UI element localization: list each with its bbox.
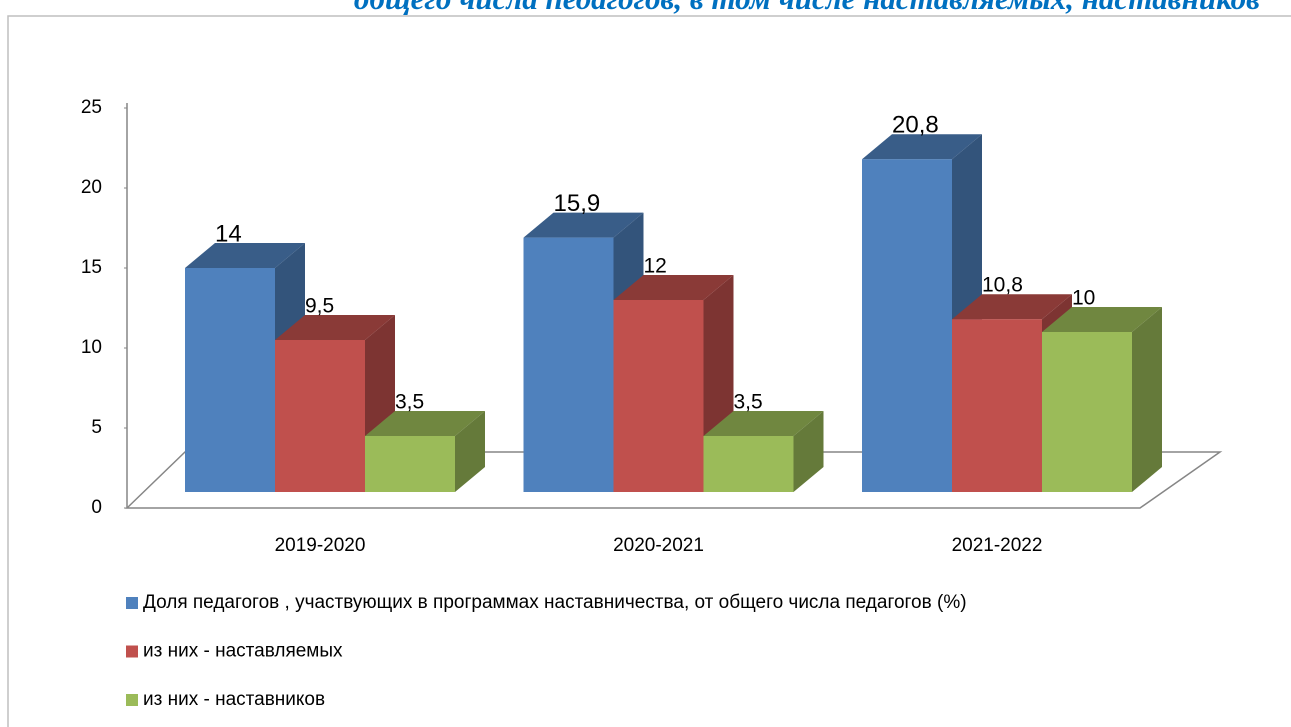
data-label: 10,8 — [982, 274, 1023, 297]
bar — [1042, 332, 1132, 492]
bar — [365, 436, 455, 492]
y-tick-label: 15 — [81, 257, 102, 278]
legend-label: Доля педагогов , участвующих в программа… — [143, 592, 967, 613]
data-label: 10 — [1072, 287, 1095, 310]
legend-swatch — [126, 597, 138, 609]
chart-title: общего числа педагогов, в том числе наст… — [354, 0, 1260, 16]
data-label: 3,5 — [734, 391, 763, 414]
data-label: 9,5 — [305, 295, 334, 318]
bar-top — [275, 315, 395, 340]
legend-label: из них - наставников — [143, 689, 325, 710]
data-label: 15,9 — [554, 190, 601, 217]
legend-label: из них - наставляемых — [143, 641, 343, 662]
bar-top — [952, 294, 1072, 320]
bar — [523, 237, 614, 492]
x-tick-label: 2019-2020 — [275, 535, 366, 556]
y-tick-label: 0 — [91, 497, 102, 518]
bar-top — [1042, 307, 1162, 332]
bar-top — [523, 212, 644, 238]
bar — [185, 268, 275, 492]
y-tick-label: 5 — [91, 417, 102, 438]
bar — [952, 319, 1042, 492]
legend-swatch — [126, 694, 138, 706]
y-tick-label: 25 — [81, 97, 102, 118]
bar-side — [455, 411, 485, 492]
bar-side — [1132, 307, 1162, 492]
data-label: 14 — [215, 220, 242, 247]
x-tick-label: 2021-2022 — [952, 535, 1043, 556]
floor — [125, 451, 1223, 509]
data-label: 12 — [644, 255, 667, 278]
bar — [703, 436, 794, 492]
bar-top — [185, 243, 305, 268]
y-tick-label: 10 — [81, 337, 102, 358]
y-tick-label: 20 — [81, 177, 102, 198]
chart-frame — [7, 15, 1291, 727]
bar-top — [365, 411, 485, 436]
bar — [862, 159, 952, 492]
x-tick-label: 2020-2021 — [613, 535, 704, 556]
legend-swatch — [126, 645, 138, 658]
bar-top — [703, 411, 824, 436]
bar — [613, 300, 704, 492]
bar-top — [613, 275, 734, 300]
data-label: 3,5 — [395, 391, 424, 414]
data-label: 20,8 — [892, 112, 939, 139]
bar-side — [793, 411, 824, 492]
bar-top — [862, 134, 982, 160]
bar — [275, 340, 365, 492]
